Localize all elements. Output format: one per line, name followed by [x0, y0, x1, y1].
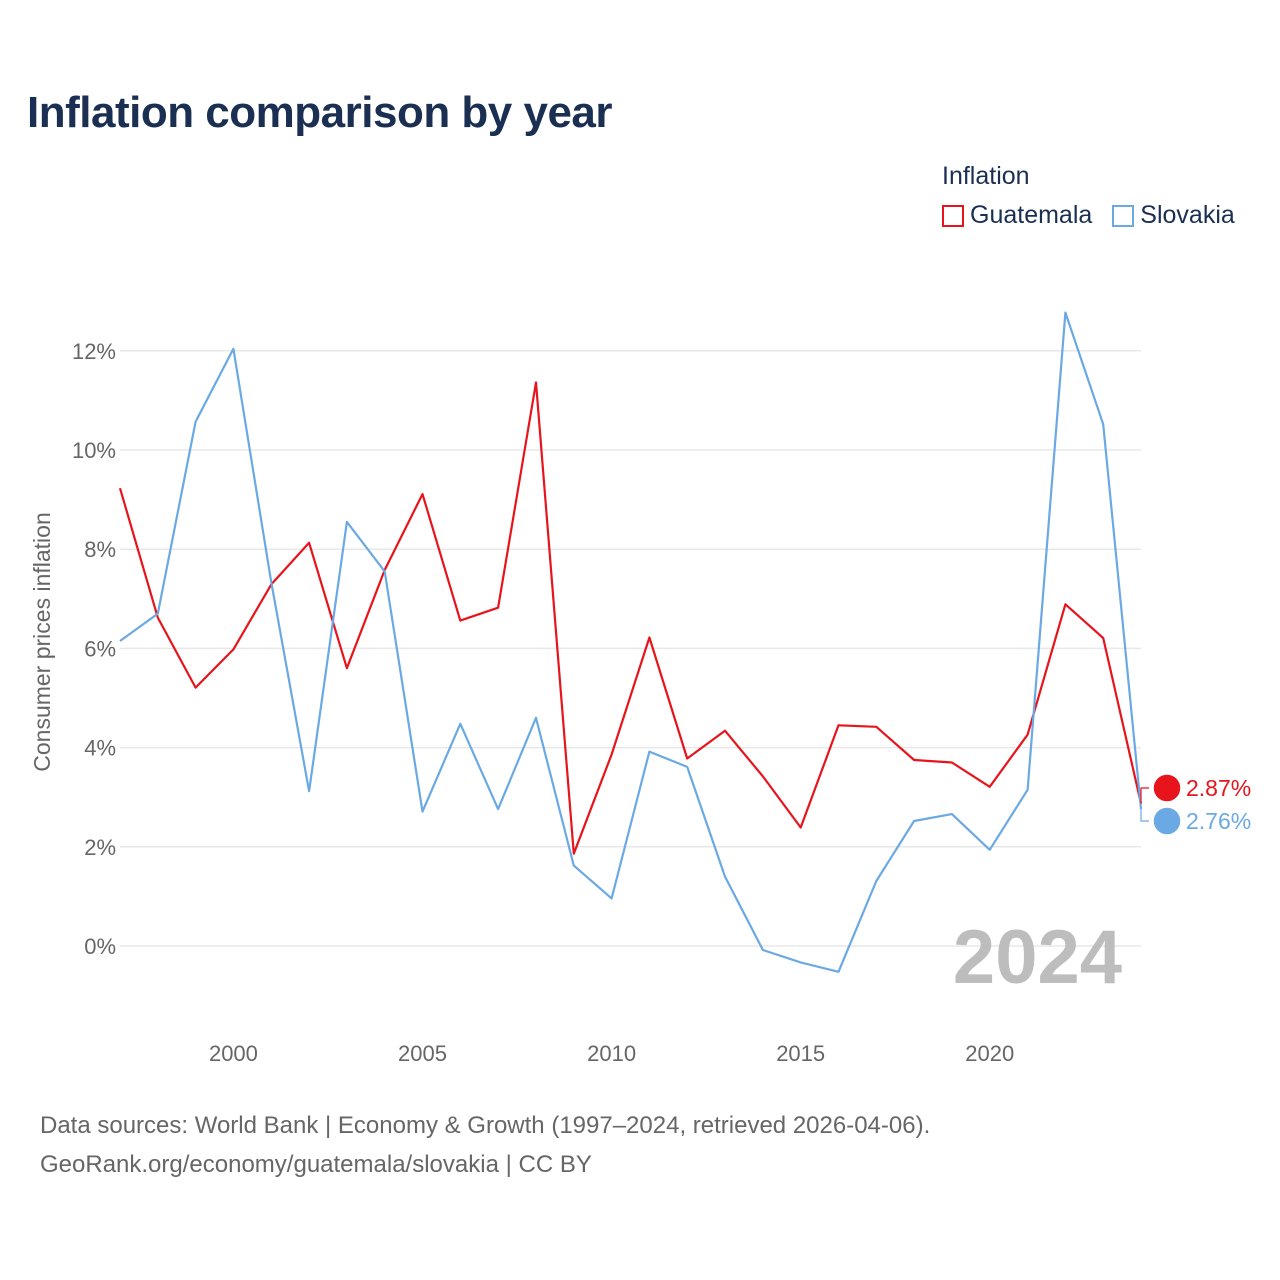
source-note: Data sources: World Bank | Economy & Gro… — [40, 1106, 930, 1184]
end-label-connector-slovakia — [1140, 809, 1149, 822]
end-labels: 2.87% 2.76% — [1140, 773, 1251, 836]
series-line-guatemala[interactable] — [118, 381, 1143, 855]
flag-marker-guatemala — [1152, 773, 1182, 803]
source-line-2[interactable]: GeoRank.org/economy/guatemala/slovakia |… — [40, 1151, 592, 1178]
legend-item-guatemala[interactable]: Guatemala — [942, 201, 1092, 230]
legend-label-guatemala: Guatemala — [970, 201, 1093, 229]
x-tick-label: 2020 — [965, 1041, 1014, 1066]
y-tick-label: 12% — [72, 339, 116, 364]
x-tick-label: 2000 — [209, 1041, 258, 1066]
end-value-label-slovakia: 2.76% — [1186, 808, 1251, 834]
legend-item-slovakia[interactable]: Slovakia — [1112, 201, 1235, 230]
line-chart: 0% 2% 4% 6% 8% 10% 12% 2000 2005 2010 2015 2020 Co… — [29, 311, 1251, 1066]
x-tick-label: 2010 — [587, 1041, 636, 1066]
series-line-slovakia[interactable] — [119, 311, 1143, 973]
y-axis-ticks: 0% 2% 4% 6% 8% 10% 12% — [72, 339, 116, 959]
y-tick-label: 4% — [84, 736, 116, 761]
x-axis-ticks: 2000 2005 2010 2015 2020 — [209, 1041, 1014, 1066]
year-annotation: 2024 — [953, 915, 1122, 1000]
series-lines — [118, 311, 1143, 973]
y-tick-label: 2% — [84, 835, 116, 860]
chart-title: Inflation comparison by year — [27, 88, 613, 137]
y-tick-label: 0% — [84, 934, 116, 959]
source-line-1: Data sources: World Bank | Economy & Gro… — [40, 1112, 931, 1139]
legend-swatch-slovakia — [1112, 204, 1135, 227]
legend-swatch-guatemala — [942, 204, 964, 227]
y-tick-label: 10% — [72, 438, 116, 463]
end-value-label-guatemala: 2.87% — [1186, 775, 1251, 801]
legend: Inflation Guatemala Slovakia — [942, 162, 1235, 230]
x-tick-label: 2015 — [776, 1041, 825, 1066]
y-tick-label: 6% — [84, 636, 116, 661]
legend-items: Guatemala Slovakia — [942, 201, 1235, 230]
grid-lines — [120, 350, 1141, 947]
legend-title: Inflation — [942, 162, 1030, 190]
x-tick-label: 2005 — [398, 1041, 447, 1066]
flag-marker-slovakia — [1152, 806, 1182, 836]
end-label-connector-guatemala — [1140, 787, 1149, 804]
legend-label-slovakia: Slovakia — [1140, 201, 1235, 229]
y-tick-label: 8% — [84, 537, 116, 562]
y-axis-label: Consumer prices inflation — [29, 512, 55, 772]
